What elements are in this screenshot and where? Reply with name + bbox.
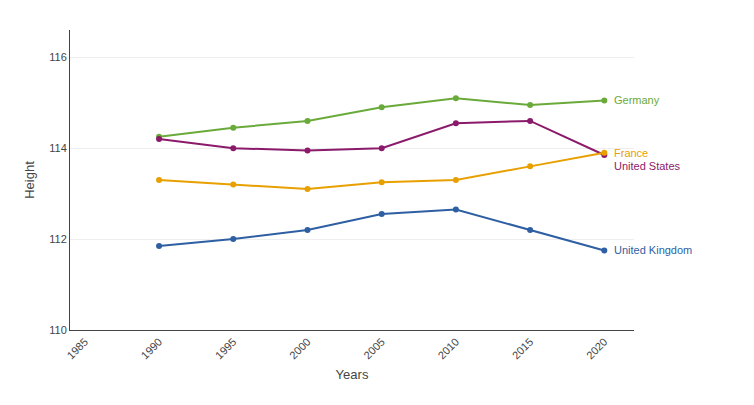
svg-text:2010: 2010 [435, 336, 461, 362]
svg-text:116: 116 [49, 51, 67, 63]
svg-text:112: 112 [49, 233, 67, 245]
svg-text:1985: 1985 [64, 336, 90, 362]
svg-text:2005: 2005 [361, 336, 387, 362]
svg-text:2020: 2020 [584, 336, 610, 362]
svg-text:2015: 2015 [510, 336, 536, 362]
svg-text:1995: 1995 [213, 336, 239, 362]
svg-text:2000: 2000 [287, 336, 313, 362]
svg-text:France: France [614, 147, 648, 159]
svg-text:Height: Height [22, 161, 37, 199]
svg-text:Years: Years [336, 367, 369, 382]
svg-text:110: 110 [49, 324, 67, 336]
svg-text:114: 114 [49, 142, 67, 154]
svg-text:1990: 1990 [139, 336, 165, 362]
svg-text:United Kingdom: United Kingdom [614, 244, 692, 256]
svg-text:Germany: Germany [614, 94, 660, 106]
svg-text:United States: United States [614, 160, 681, 172]
